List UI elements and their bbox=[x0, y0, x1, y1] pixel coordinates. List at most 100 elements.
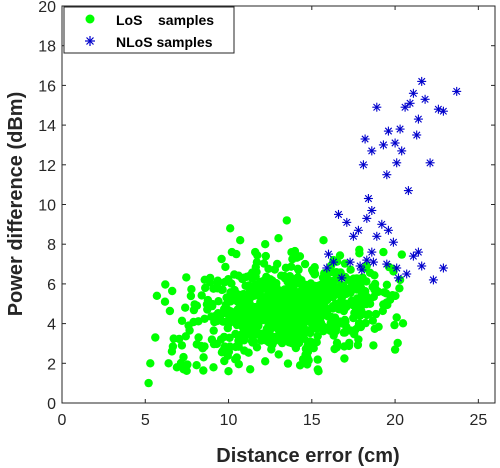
los-point bbox=[368, 316, 377, 325]
los-point bbox=[252, 304, 261, 313]
los-point bbox=[289, 293, 298, 302]
los-point bbox=[226, 224, 235, 233]
los-point bbox=[177, 316, 187, 325]
los-point bbox=[224, 275, 233, 284]
los-point bbox=[160, 297, 170, 306]
y-tick-label: 0 bbox=[47, 396, 56, 413]
los-point bbox=[261, 251, 270, 261]
los-point bbox=[340, 259, 350, 268]
los-point bbox=[190, 300, 199, 309]
los-point bbox=[349, 274, 359, 284]
los-point bbox=[244, 348, 253, 357]
los-point bbox=[164, 359, 173, 368]
los-point bbox=[331, 324, 341, 334]
nlos-point bbox=[382, 259, 392, 269]
los-point bbox=[304, 356, 313, 365]
los-point bbox=[283, 359, 293, 368]
nlos-point bbox=[372, 102, 382, 112]
nlos-point bbox=[348, 231, 358, 241]
los-point bbox=[326, 319, 335, 328]
los-point bbox=[321, 284, 330, 293]
legend-box bbox=[63, 6, 235, 54]
los-point bbox=[267, 339, 277, 349]
nlos-point bbox=[362, 213, 372, 223]
los-point bbox=[264, 310, 273, 319]
los-point bbox=[287, 280, 297, 289]
los-point bbox=[250, 267, 259, 277]
los-point bbox=[264, 288, 273, 297]
los-point bbox=[253, 251, 262, 260]
los-point bbox=[391, 291, 400, 300]
nlos-point bbox=[372, 231, 382, 241]
los-point bbox=[292, 253, 302, 262]
los-point bbox=[272, 287, 282, 296]
los-point bbox=[310, 281, 320, 291]
los-point bbox=[177, 341, 187, 350]
los-point bbox=[253, 290, 262, 300]
los-point bbox=[246, 365, 255, 374]
los-point bbox=[196, 341, 206, 351]
los-point bbox=[295, 292, 304, 301]
los-point bbox=[353, 340, 363, 350]
los-point bbox=[233, 311, 242, 320]
los-point bbox=[369, 341, 378, 350]
los-point bbox=[199, 353, 208, 362]
los-point bbox=[185, 326, 194, 335]
los-point bbox=[221, 262, 230, 272]
los-point bbox=[378, 306, 387, 316]
los-point bbox=[263, 328, 273, 337]
los-point bbox=[212, 339, 221, 349]
los-point bbox=[187, 285, 196, 294]
los-point bbox=[271, 333, 280, 342]
los-point bbox=[244, 293, 253, 302]
los-point bbox=[392, 313, 401, 322]
nlos-point bbox=[428, 275, 438, 285]
nlos-point bbox=[438, 106, 448, 116]
nlos-point bbox=[383, 126, 393, 136]
los-point bbox=[319, 236, 328, 245]
los-point bbox=[168, 286, 177, 296]
los-point bbox=[257, 297, 266, 306]
los-point bbox=[398, 319, 408, 328]
los-point bbox=[344, 341, 354, 351]
los-point bbox=[287, 262, 296, 271]
nlos-point bbox=[413, 247, 423, 257]
los-point bbox=[222, 293, 231, 302]
los-point bbox=[278, 307, 288, 316]
nlos-point bbox=[452, 86, 462, 96]
y-tick-label: 10 bbox=[38, 198, 56, 215]
legend-los-label: LoS samples bbox=[116, 12, 214, 28]
los-point bbox=[261, 240, 270, 249]
nlos-point bbox=[342, 217, 352, 227]
los-point bbox=[268, 279, 277, 288]
los-point bbox=[298, 314, 307, 323]
los-point bbox=[313, 355, 322, 364]
los-point bbox=[390, 345, 400, 354]
los-point bbox=[352, 285, 362, 294]
los-point bbox=[183, 360, 192, 369]
los-point bbox=[277, 321, 286, 330]
y-axis-label: Power difference (dBm) bbox=[5, 92, 27, 316]
nlos-point bbox=[353, 225, 363, 235]
los-point bbox=[297, 276, 306, 285]
nlos-point bbox=[408, 251, 418, 261]
nlos-point bbox=[362, 255, 372, 265]
nlos-point bbox=[438, 263, 448, 273]
los-point bbox=[365, 295, 375, 304]
los-point bbox=[168, 342, 178, 351]
legend: LoS samples NLoS samples bbox=[63, 6, 235, 54]
los-point bbox=[243, 305, 252, 314]
los-point bbox=[223, 351, 232, 360]
nlos-point bbox=[383, 225, 393, 235]
los-point bbox=[200, 275, 209, 284]
x-tick-label: 10 bbox=[220, 412, 238, 429]
los-point bbox=[270, 299, 280, 309]
los-point bbox=[151, 333, 160, 342]
nlos-point bbox=[388, 237, 398, 247]
los-points-group bbox=[144, 216, 408, 388]
los-point bbox=[335, 251, 345, 260]
y-tick-label: 14 bbox=[38, 118, 56, 135]
los-point bbox=[274, 350, 283, 359]
los-point bbox=[362, 261, 371, 271]
x-axis-ticks: 0 5 10 15 20 25 bbox=[58, 6, 487, 429]
